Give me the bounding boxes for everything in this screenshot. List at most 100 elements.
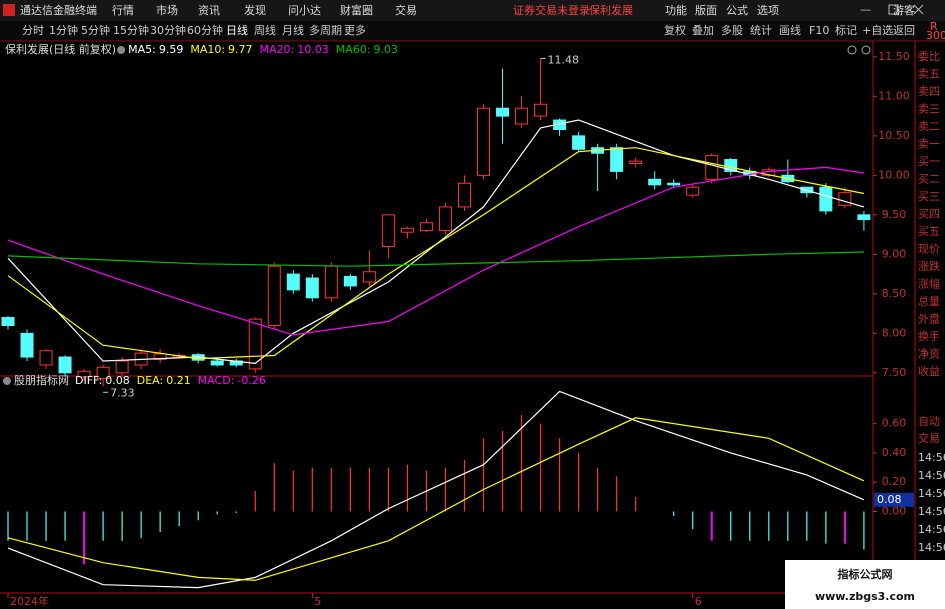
menu-item[interactable]: 市场 <box>156 3 178 17</box>
corner: 300 <box>926 29 945 42</box>
tool-item[interactable]: 公式 <box>726 4 748 17</box>
action-button[interactable]: 多股 <box>721 23 743 37</box>
period-tab[interactable]: 日线 <box>226 23 248 37</box>
quote-label: 卖四 <box>918 85 940 98</box>
candle-body <box>572 135 586 150</box>
tool-item[interactable]: 版面 <box>695 3 717 17</box>
quote-label: 卖五 <box>918 68 940 81</box>
x-tick-label: 2024年 <box>10 594 49 608</box>
indicator-line <box>7 147 865 360</box>
action-button[interactable]: 统计 <box>750 24 772 37</box>
period-tab[interactable]: 5分钟 <box>81 23 110 37</box>
quote-label: 买一 <box>918 155 940 168</box>
period-tab[interactable]: 15分钟 <box>113 23 149 37</box>
time-label: 14:56 <box>918 487 945 500</box>
legend-value: 10.03 <box>297 43 329 56</box>
candle-body <box>153 353 167 360</box>
y-tick-label: 7.50 <box>882 366 907 379</box>
legend-name: MA10: <box>190 43 225 56</box>
y-tick-label: 0.40 <box>882 446 907 459</box>
icon <box>3 377 11 385</box>
quote-label: 买三 <box>918 190 940 203</box>
icon <box>117 46 126 54</box>
time-label: 14:56 <box>918 451 945 464</box>
y-tick-label: 8.00 <box>882 326 907 339</box>
y-tick-label: 9.50 <box>882 208 907 221</box>
status-text: 保利发展 <box>589 3 633 17</box>
indicator-line <box>7 166 864 336</box>
current-value: 0.08 <box>877 493 902 506</box>
menu-item[interactable]: 资讯 <box>198 4 220 17</box>
period-tab[interactable]: 月线 <box>282 23 304 37</box>
candle-body <box>58 356 72 374</box>
close[interactable] <box>913 4 924 15</box>
y-tick-label: 9.00 <box>882 247 907 260</box>
menu-item[interactable]: 行情 <box>112 4 134 17</box>
app-icon <box>3 4 15 16</box>
indicator-line <box>7 390 865 589</box>
candle-body <box>286 273 300 291</box>
period-tab[interactable]: 1分钟 <box>49 23 78 37</box>
action-button[interactable]: F10 <box>809 24 829 37</box>
quote-label: 涨幅 <box>918 278 940 291</box>
legend-name: DEA: <box>137 374 163 387</box>
menu-item[interactable]: 发现 <box>244 3 266 17</box>
tool-item[interactable]: 选项 <box>757 4 779 17</box>
action-button[interactable]: +自选 <box>862 24 893 37</box>
quote-label: 涨跌 <box>918 259 940 273</box>
candle-body <box>20 332 34 358</box>
legend-name: MACD: <box>198 374 235 387</box>
quote-label: 买二 <box>918 173 940 186</box>
time-label: 14:56 <box>918 541 945 554</box>
side-item: 自动 <box>918 415 940 428</box>
period-tab[interactable]: 30分钟 <box>150 23 186 37</box>
period-tab[interactable]: 更多 <box>344 23 366 37</box>
minimize[interactable]: — <box>860 3 871 16</box>
max-label: 11.48 <box>548 53 580 66</box>
y-tick-label: 10.50 <box>878 129 910 142</box>
quote-label: 外盘 <box>918 312 940 326</box>
candle-body <box>477 107 490 176</box>
side-item: 交易 <box>918 431 940 445</box>
y-tick-label: 11.00 <box>878 89 910 102</box>
y-tick-label: 0.00 <box>882 504 907 517</box>
y-tick-label: 0.60 <box>882 417 907 430</box>
y-tick-label: 0.20 <box>882 475 907 488</box>
candle-body <box>457 182 471 208</box>
menu-item[interactable]: 交易 <box>395 3 417 17</box>
candle-body <box>362 271 376 283</box>
menu-item[interactable]: 财富圈 <box>340 3 373 17</box>
action-button[interactable]: 复权 <box>664 23 686 37</box>
period-tab[interactable]: 60分钟 <box>187 23 223 37</box>
action-button[interactable]: 返回 <box>893 24 915 37</box>
icon[interactable] <box>847 45 857 55</box>
legend-name: MA5: <box>128 43 156 56</box>
legend-value: 9.59 <box>159 43 184 56</box>
action-button[interactable]: 标记 <box>835 23 857 37</box>
action-button[interactable]: 画线 <box>779 23 801 37</box>
action-button[interactable]: 叠加 <box>692 24 714 37</box>
app-title: 通达信金融终端 <box>20 3 97 17</box>
candle-body <box>629 160 643 164</box>
legend-value: 0.08 <box>105 374 130 387</box>
watermark-title: 指标公式网 <box>838 567 893 581</box>
legend-name: DIFF: <box>75 374 102 387</box>
quote-label: 委比 <box>918 50 940 63</box>
period-tab[interactable]: 分时 <box>22 24 44 37</box>
candle-body <box>419 222 433 232</box>
indicator-line <box>7 417 865 581</box>
tool-item[interactable]: 功能 <box>665 3 687 17</box>
icon[interactable] <box>861 45 871 55</box>
candle-body <box>324 265 338 299</box>
period-tab[interactable]: 多周期 <box>309 23 342 37</box>
corner: R <box>930 20 938 33</box>
quote-label: 总量 <box>918 294 940 308</box>
value-box <box>874 492 914 507</box>
menu-item[interactable]: 问小达 <box>288 4 321 17</box>
maximize[interactable] <box>888 4 899 15</box>
candle-body <box>39 350 53 366</box>
quote-label: 净资 <box>918 347 940 361</box>
period-tab[interactable]: 周线 <box>254 23 276 37</box>
